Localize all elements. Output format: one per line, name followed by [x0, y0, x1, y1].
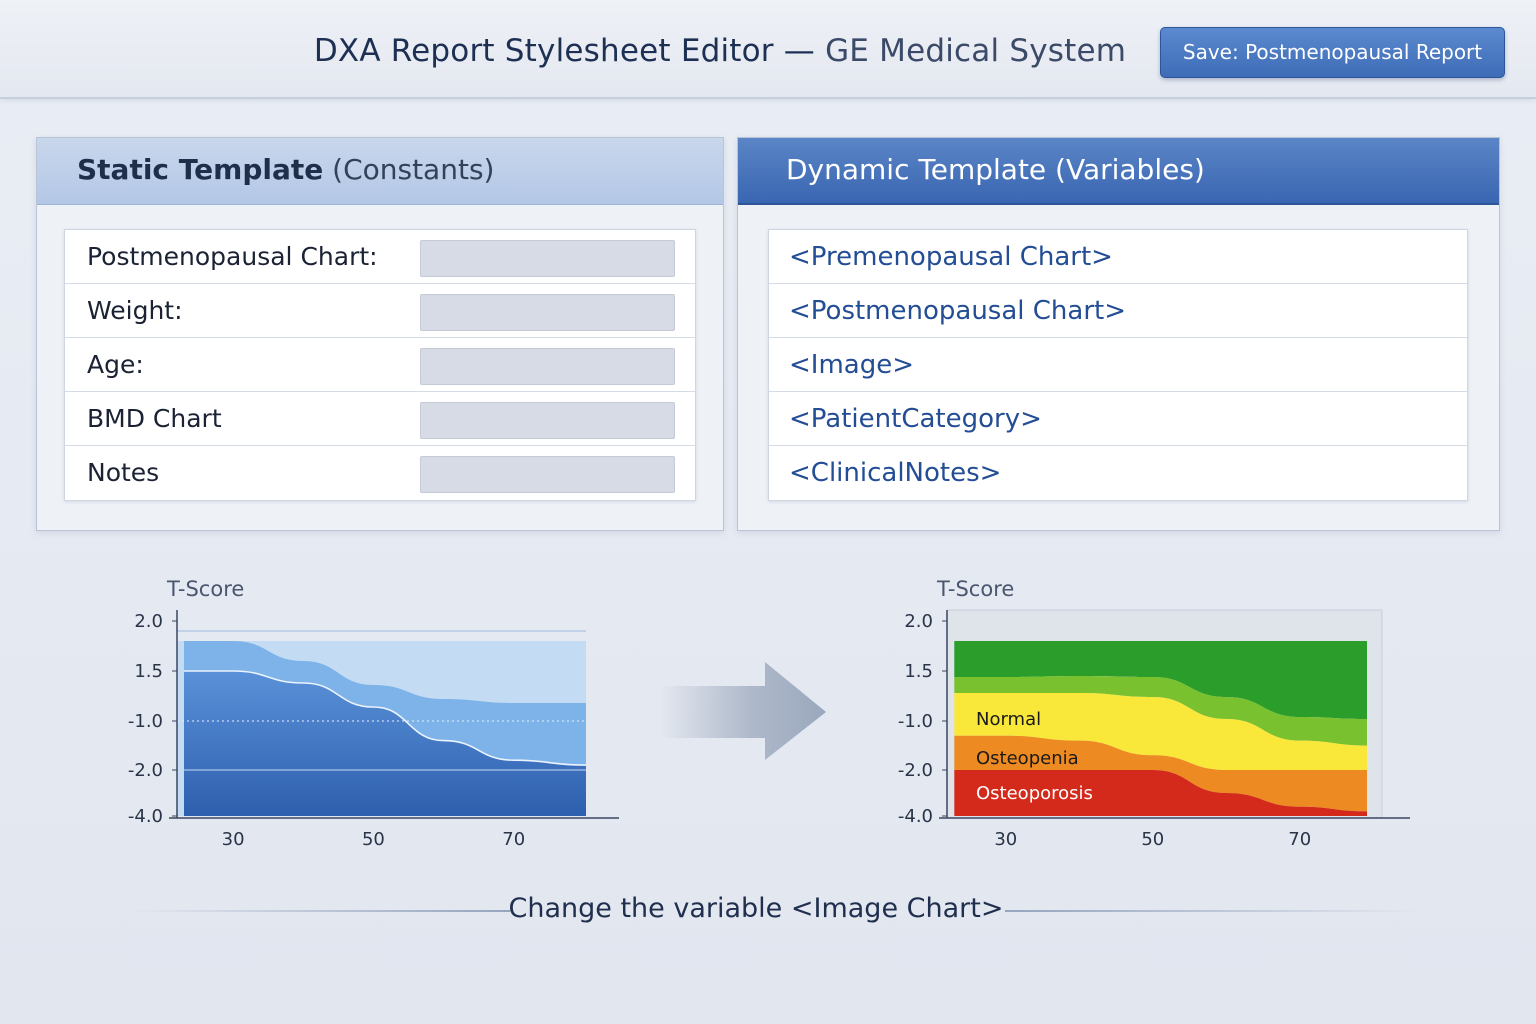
constant-row-notes: Notes: [65, 446, 695, 500]
y-tick-label: 2.0: [904, 611, 933, 632]
constant-label: Notes: [87, 458, 160, 487]
variable-item-postmenopausal-chart[interactable]: <Postmenopausal Chart>: [769, 284, 1467, 338]
variable-item-image[interactable]: <Image>: [769, 338, 1467, 392]
age-field[interactable]: [420, 348, 675, 385]
x-tick-label: 70: [502, 829, 525, 850]
static-panel-subtitle: (Constants): [332, 153, 495, 186]
y-tick-label: -4.0: [128, 806, 163, 827]
zone-band-normal: [954, 693, 1367, 770]
weight-field[interactable]: [420, 294, 675, 331]
notes-field[interactable]: [420, 456, 675, 493]
bmd-chart-field[interactable]: [420, 402, 675, 439]
y-tick-label: 2.0: [134, 611, 163, 632]
y-axis-label: T-Score: [936, 577, 1014, 601]
app-title: DXA Report Stylesheet Editor — GE Medica…: [0, 33, 1440, 69]
area-series-lower: [184, 671, 586, 816]
static-panel-header: Static Template (Constants): [37, 138, 723, 205]
title-bar: DXA Report Stylesheet Editor — GE Medica…: [0, 0, 1536, 99]
constant-label: Weight:: [87, 296, 183, 325]
constant-row-weight: Weight:: [65, 284, 695, 338]
bmd-chart-after: Normal Osteopenia Osteoporosis T-Score 2.0 1.…: [880, 570, 1440, 860]
constant-label: BMD Chart: [87, 404, 222, 433]
y-tick-label: -2.0: [128, 760, 163, 781]
dynamic-panel-title: Dynamic Template (Variables): [786, 153, 1205, 186]
app-title-main: DXA Report Stylesheet Editor —: [313, 33, 826, 69]
y-tick-label: 1.5: [134, 661, 163, 682]
static-panel-title: Static Template: [77, 153, 324, 186]
zone-band-osteopenia: [954, 735, 1367, 812]
variable-item-patient-category[interactable]: <PatientCategory>: [769, 392, 1467, 446]
dynamic-panel-header: Dynamic Template (Variables): [738, 138, 1499, 205]
zone-label-osteopenia: Osteopenia: [976, 748, 1079, 769]
y-tick-label: -4.0: [898, 806, 933, 827]
caption-area: Change the variable <Image Chart>: [130, 888, 1420, 932]
x-tick-label: 30: [994, 829, 1017, 850]
x-tick-label: 30: [222, 829, 245, 850]
caption-text: Change the variable <Image Chart>: [508, 893, 1004, 924]
transform-arrow-icon: [660, 662, 826, 760]
caption-divider-left: [130, 910, 510, 912]
zone-band-upper-normal: [954, 676, 1367, 746]
variables-list: <Premenopausal Chart> <Postmenopausal Ch…: [768, 229, 1468, 501]
y-tick-label: -1.0: [128, 711, 163, 732]
app-title-system: GE Medical System: [825, 33, 1127, 69]
variable-item-clinical-notes[interactable]: <ClinicalNotes>: [789, 458, 1002, 488]
y-axis-label: T-Score: [166, 577, 244, 601]
zone-band-osteoporosis: [954, 770, 1367, 816]
y-tick-label: 1.5: [904, 661, 933, 682]
variable-item-premenopausal-chart[interactable]: <Premenopausal Chart>: [769, 230, 1467, 284]
constants-list: Postmenopausal Chart: Weight: Age: BMD C…: [64, 229, 696, 501]
constant-row-postmenopausal-chart: Postmenopausal Chart:: [65, 230, 695, 284]
constant-row-bmd-chart: BMD Chart: [65, 392, 695, 446]
x-tick-label: 50: [1141, 829, 1164, 850]
zone-label-osteoporosis: Osteoporosis: [976, 783, 1093, 804]
caption-divider-right: [1005, 910, 1420, 912]
save-report-button[interactable]: Save: Postmenopausal Report: [1160, 27, 1505, 78]
constant-label: Age:: [87, 350, 144, 379]
static-template-panel: Static Template (Constants) Postmenopaus…: [36, 137, 724, 531]
constant-row-age: Age:: [65, 338, 695, 392]
dynamic-template-panel: Dynamic Template (Variables) <Premenopau…: [737, 137, 1500, 531]
y-tick-label: -1.0: [898, 711, 933, 732]
postmenopausal-chart-field[interactable]: [420, 240, 675, 277]
y-tick-label: -2.0: [898, 760, 933, 781]
zone-label-normal: Normal: [976, 709, 1041, 730]
zone-band-high: [954, 641, 1367, 719]
x-tick-label: 70: [1288, 829, 1311, 850]
x-tick-label: 50: [362, 829, 385, 850]
bmd-chart-before: T-Score 2.0 1.5 -1.0 -2.0 -4.0 30 50 70: [110, 570, 650, 860]
series-boundary-line: [183, 670, 587, 766]
constant-label: Postmenopausal Chart:: [87, 242, 378, 271]
